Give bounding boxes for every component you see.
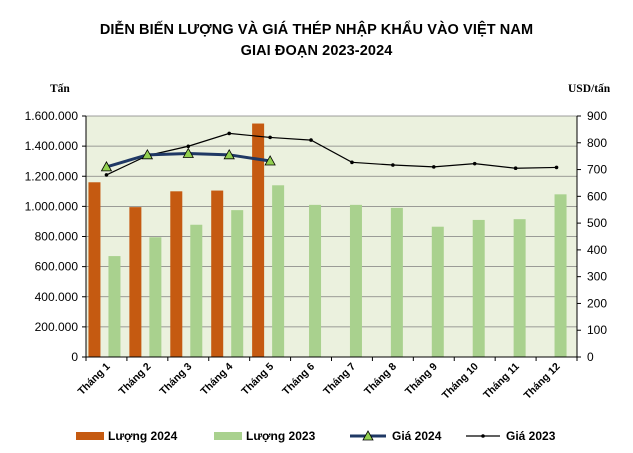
right-axis-tick-label: 700 [587,163,607,177]
x-axis-category-label: Tháng 7 [321,361,358,398]
marker-gia-2024 [223,149,235,160]
x-axis-category-label: Tháng 10 [440,361,481,402]
bar-lượng-2024 [211,190,224,357]
chart-title: DIỄN BIẾN LƯỢNG VÀ GIÁ THÉP NHẬP KHẨU VÀ… [99,22,534,38]
left-axis-tick-label: 1.200.000 [25,169,79,183]
bar-lượng-2023 [472,219,485,357]
marker-gia-2023 [104,173,109,177]
left-axis-tick-label: 1.000.000 [25,199,79,213]
right-axis-tick-label: 0 [587,350,594,364]
legend-lượng-2023-label: Lượng 2023 [246,429,316,443]
bar-lượng-2023 [349,204,362,357]
right-axis-tick-label: 100 [587,323,607,337]
left-axis-tick-label: 800.000 [35,230,79,244]
legend-giá-2023-label: Giá 2023 [506,429,556,443]
bar-lượng-2024 [252,123,265,357]
x-axis-category-label: Tháng 3 [157,361,194,398]
x-axis-category-label: Tháng 2 [117,361,154,398]
legend-giá-2024-marker [362,430,374,441]
line-giá-2023 [106,132,557,176]
x-axis-category-label: Tháng 11 [481,361,522,402]
chart-subtitle: GIAI ĐOẠN 2023-2024 [240,43,393,59]
legend-lượng-2024-label: Lượng 2024 [108,429,178,443]
bar-lượng-2024 [88,182,101,357]
bar-lượng-2024 [170,191,183,357]
bar-lượng-2023 [190,224,203,357]
x-axis-category-label: Tháng 8 [362,361,399,398]
bar-lượng-2024 [129,207,142,357]
marker-gia-2024 [182,147,194,158]
marker-gia-2024 [100,161,113,172]
x-axis-category-label: Tháng 4 [198,361,235,398]
right-axis-tick-label: 300 [587,270,607,284]
left-axis-unit-label: Tấn [50,83,70,95]
x-axis-category-label: Tháng 12 [522,361,563,402]
left-axis-tick-label: 0 [71,350,78,364]
bar-lượng-2023 [513,219,526,357]
marker-gia-2023 [513,166,518,171]
marker-gia-2023 [554,165,559,170]
bar-lượng-2023 [108,256,121,357]
right-axis-tick-label: 200 [587,296,607,310]
marker-gia-2023 [309,138,313,142]
right-axis-tick-label: 400 [587,243,607,257]
bar-lượng-2023 [431,226,444,357]
legend-lượng-2024-swatch [76,432,104,440]
right-axis-tick-label: 500 [587,216,607,230]
right-axis-tick-label: 600 [587,189,607,203]
legend-giá-2024-label: Giá 2024 [392,429,442,443]
bar-lượng-2023 [149,237,162,357]
marker-gia-2023 [268,135,272,140]
x-axis-category-label: Tháng 1 [76,361,113,398]
marker-gia-2023 [391,163,395,167]
marker-gia-2024 [141,149,154,160]
right-axis-tick-label: 800 [587,136,607,150]
right-axis-tick-label: 900 [587,109,607,123]
left-axis-tick-label: 200.000 [35,320,79,334]
left-axis-tick-label: 600.000 [35,260,79,274]
left-axis-tick-label: 1.600.000 [25,109,79,123]
marker-gia-2023 [186,144,191,149]
bar-lượng-2023 [554,194,567,357]
bar-lượng-2023 [309,204,322,357]
left-axis-tick-label: 400.000 [35,290,79,304]
bar-lượng-2023 [231,210,244,357]
x-axis-category-label: Tháng 6 [280,361,317,398]
marker-gia-2023 [431,165,436,169]
marker-gia-2023 [227,131,232,136]
legend-giá-2023-marker [481,434,485,438]
marker-gia-2023 [350,160,354,165]
left-axis-tick-label: 1.400.000 [25,139,79,153]
legend-lượng-2023-swatch [214,432,242,440]
right-axis-unit-label: USD/tấn [568,83,611,95]
x-axis-category-label: Tháng 9 [403,361,440,398]
x-axis-category-label: Tháng 5 [239,361,276,398]
bar-lượng-2023 [390,207,403,357]
marker-gia-2024 [264,155,276,166]
bar-lượng-2023 [272,185,285,357]
marker-gia-2023 [472,161,477,166]
